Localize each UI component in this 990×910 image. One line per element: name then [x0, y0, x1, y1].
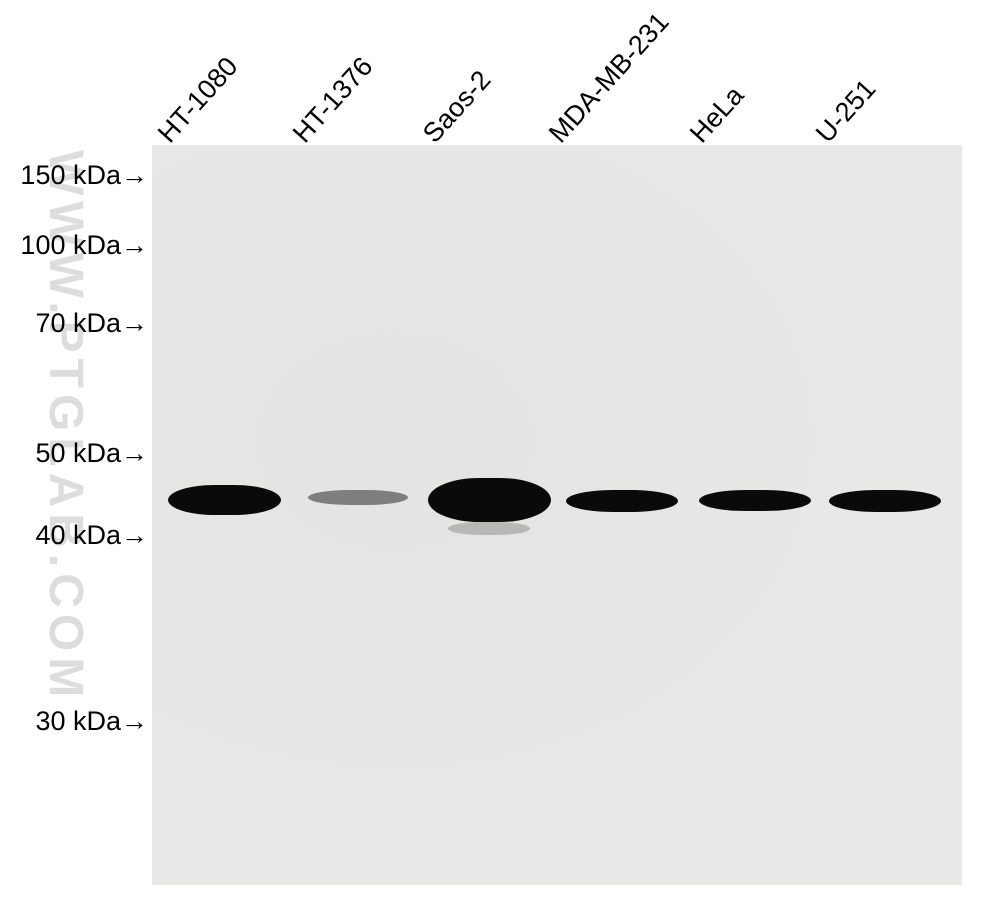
lane-label: HT-1080 — [152, 51, 244, 149]
marker-label: 100 kDa→ — [0, 230, 148, 261]
lane-label: U-251 — [810, 74, 882, 149]
lane-label: HeLa — [684, 80, 750, 149]
marker-label: 150 kDa→ — [0, 160, 148, 191]
blot-background — [152, 145, 962, 885]
figure-container: WWW.PTGLAB.COM HT-1080 HT-1376 Saos-2 MD… — [0, 0, 990, 910]
marker-label: 30 kDa→ — [0, 706, 148, 737]
lane-label: Saos-2 — [417, 65, 497, 149]
lane-label: HT-1376 — [287, 51, 379, 149]
blot-band — [168, 485, 281, 515]
marker-label: 40 kDa→ — [0, 520, 148, 551]
blot-band — [308, 490, 408, 505]
marker-label: 50 kDa→ — [0, 438, 148, 469]
blot-band — [699, 490, 811, 511]
blot-band — [566, 490, 678, 512]
lane-label: MDA-MB-231 — [543, 7, 675, 149]
marker-label: 70 kDa→ — [0, 308, 148, 339]
blot-band-smear — [448, 522, 530, 535]
blot-band — [829, 490, 941, 512]
blot-band — [428, 478, 551, 522]
